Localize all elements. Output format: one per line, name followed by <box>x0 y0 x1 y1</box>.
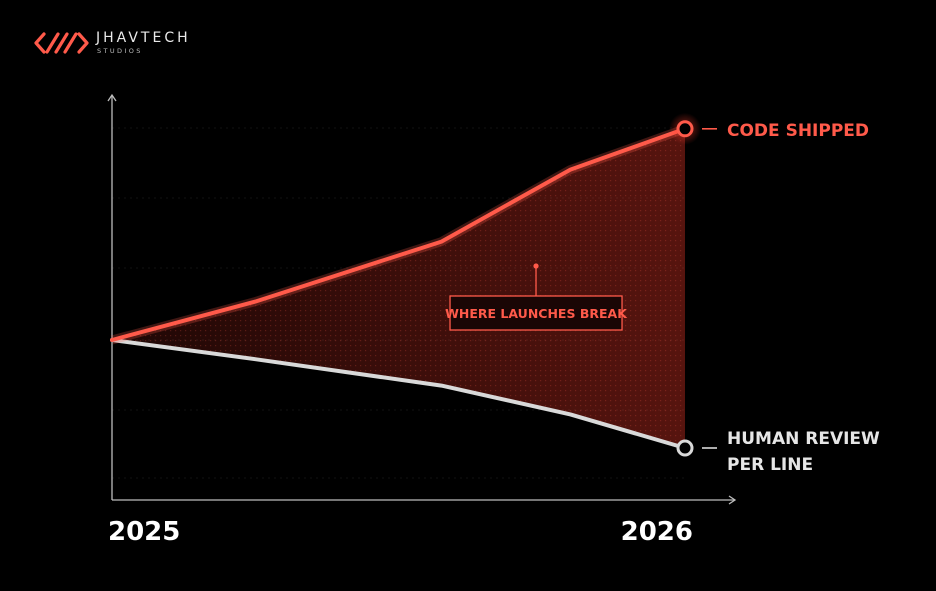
axes <box>107 93 737 505</box>
brand-tagline: STUDIOS <box>97 47 143 55</box>
series <box>110 112 701 457</box>
brand-name: JHAVTECH <box>96 30 191 46</box>
x-tick-label: 2025 <box>108 517 180 547</box>
code-shipped-legend-label: CODE SHIPPED <box>727 121 869 141</box>
x-tick-label: 2026 <box>621 517 693 547</box>
brand-mark-icon <box>34 32 89 54</box>
annotation-box <box>449 295 623 331</box>
code-shipped-end-point <box>676 120 694 138</box>
gap-texture <box>112 128 685 449</box>
human-review-label-line: HUMAN REVIEW <box>727 429 880 449</box>
labels: CODE SHIPPED HUMAN REVIEW PER LINE WHERE LA… <box>108 121 880 547</box>
gap-region <box>112 128 685 449</box>
annotation-text: WHERE LAUNCHES BREAK <box>445 306 628 321</box>
x-axis-arrow-icon <box>728 495 737 505</box>
human-review-label-line: PER LINE <box>727 455 813 475</box>
human-review-legend-label: HUMAN REVIEW PER LINE <box>727 429 880 475</box>
y-axis-arrow-icon <box>107 93 117 102</box>
human-review-end-point <box>676 439 694 457</box>
brand-logo: JHAVTECH STUDIOS <box>34 26 214 62</box>
